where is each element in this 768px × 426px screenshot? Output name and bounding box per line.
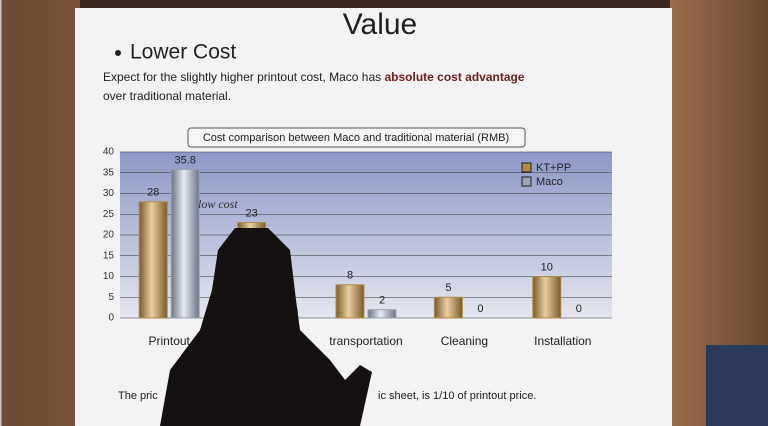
body-line-2: over traditional material.: [103, 89, 231, 103]
slide-title: Value: [343, 8, 418, 41]
y-tick-label: 15: [103, 250, 115, 261]
legend-label: Maco: [536, 176, 563, 188]
y-tick-label: 30: [103, 188, 115, 199]
x-tick-label: Printout: [149, 334, 191, 348]
value-label: 35.8: [174, 154, 195, 166]
x-tick-label: Installation: [534, 334, 591, 348]
bullet-dot: [115, 50, 121, 56]
bar: [336, 285, 364, 318]
legend-label: KT+PP: [536, 162, 571, 174]
legend-swatch: [522, 163, 531, 172]
legend-swatch: [522, 177, 531, 186]
bar: [434, 297, 462, 318]
chair: [706, 345, 768, 426]
y-tick-label: 10: [103, 271, 115, 282]
bar: [533, 277, 561, 319]
value-label: 10: [541, 261, 553, 273]
chart-title: Cost comparison between Maco and traditi…: [203, 132, 509, 144]
x-tick-label: transportation: [329, 334, 402, 348]
y-tick-label: 25: [103, 209, 115, 220]
body-bold: absolute cost advantage: [384, 70, 524, 84]
value-label: 0: [576, 303, 582, 315]
y-tick-label: 35: [103, 167, 115, 178]
body-start: Expect for the slightly higher printout …: [103, 70, 384, 84]
x-tick-label: Cleaning: [441, 334, 488, 348]
bar: [368, 310, 396, 318]
value-label: 28: [147, 187, 159, 199]
value-label: 5: [445, 282, 451, 294]
bar: [139, 202, 167, 318]
value-label: 0: [477, 303, 483, 315]
y-tick-label: 0: [108, 313, 114, 324]
page: {"slide": {"title": "Value", "bullet": "…: [0, 0, 768, 426]
bullet-text: Lower Cost: [130, 41, 236, 64]
wall-left: [0, 0, 80, 426]
value-label: 23: [245, 207, 257, 219]
y-tick-label: 20: [103, 230, 115, 241]
value-label: 8: [347, 270, 353, 282]
handwriting: low cost: [198, 197, 238, 211]
body-line-1: Expect for the slightly higher printout …: [103, 70, 525, 84]
y-tick-label: 5: [108, 292, 114, 303]
value-label: 2: [379, 295, 385, 307]
y-tick-label: 40: [103, 147, 115, 158]
footnote-left: The pric: [118, 390, 158, 402]
screenshot: Value Lower Cost Expect for the slightly…: [0, 0, 768, 426]
footnote-right: ic sheet, is 1/10 of printout price.: [378, 390, 536, 402]
bar: [171, 169, 199, 318]
